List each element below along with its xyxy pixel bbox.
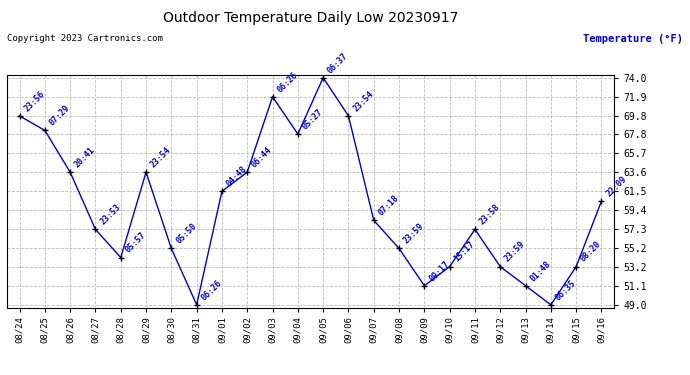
Text: 08:20: 08:20 — [579, 240, 603, 264]
Text: 23:58: 23:58 — [477, 202, 502, 226]
Text: 23:54: 23:54 — [351, 89, 375, 113]
Text: 05:27: 05:27 — [301, 107, 325, 131]
Text: 07:29: 07:29 — [48, 104, 72, 128]
Text: 09:17: 09:17 — [427, 259, 451, 283]
Text: 23:53: 23:53 — [98, 202, 122, 226]
Text: 06:35: 06:35 — [553, 278, 578, 302]
Text: 01:48: 01:48 — [529, 259, 553, 283]
Text: 07:18: 07:18 — [377, 194, 401, 217]
Text: 04:48: 04:48 — [225, 164, 249, 189]
Text: 05:50: 05:50 — [174, 222, 198, 246]
Text: 23:56: 23:56 — [22, 89, 46, 113]
Text: 06:26: 06:26 — [275, 70, 299, 94]
Text: 23:59: 23:59 — [503, 240, 527, 264]
Text: Copyright 2023 Cartronics.com: Copyright 2023 Cartronics.com — [7, 34, 163, 43]
Text: 06:44: 06:44 — [250, 146, 274, 170]
Text: 15:17: 15:17 — [453, 240, 477, 264]
Text: 20:41: 20:41 — [73, 146, 97, 170]
Text: 06:37: 06:37 — [326, 51, 350, 75]
Text: 06:26: 06:26 — [199, 278, 224, 302]
Text: 05:57: 05:57 — [124, 231, 148, 255]
Text: Temperature (°F): Temperature (°F) — [583, 34, 683, 44]
Text: 23:59: 23:59 — [402, 222, 426, 246]
Text: 22:09: 22:09 — [604, 174, 629, 198]
Text: Outdoor Temperature Daily Low 20230917: Outdoor Temperature Daily Low 20230917 — [163, 11, 458, 25]
Text: 23:54: 23:54 — [149, 146, 173, 170]
